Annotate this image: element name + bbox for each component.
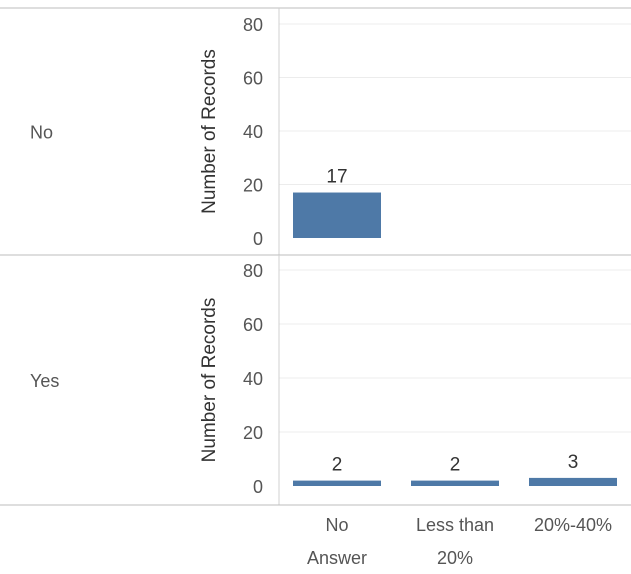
bar [293, 480, 381, 486]
y-tick-label: 40 [243, 369, 263, 389]
y-tick-label: 60 [243, 315, 263, 335]
y-axis-title: Number of Records [199, 298, 220, 463]
y-tick-label: 0 [253, 229, 263, 249]
x-category-label: Answer [307, 548, 367, 568]
x-category-label: Less than [416, 515, 494, 535]
bar [529, 477, 617, 486]
y-tick-label: 60 [243, 69, 263, 89]
x-category-label: 20%-40% [534, 515, 612, 535]
y-tick-label: 20 [243, 423, 263, 443]
bar [293, 192, 381, 238]
row-label-no: No [30, 123, 53, 143]
y-tick-label: 0 [253, 477, 263, 497]
x-category-label: 20% [437, 548, 473, 568]
bar [411, 480, 499, 486]
data-label: 2 [332, 455, 343, 476]
data-label: 3 [568, 452, 579, 473]
data-label: 17 [326, 167, 347, 188]
y-tick-label: 40 [243, 122, 263, 142]
y-tick-label: 80 [243, 261, 263, 281]
data-label: 2 [450, 455, 461, 476]
row-label-yes: Yes [30, 371, 59, 391]
x-category-label: No [325, 515, 348, 535]
y-axis-title: Number of Records [199, 49, 220, 214]
y-tick-label: 80 [243, 15, 263, 35]
y-tick-label: 20 [243, 176, 263, 196]
